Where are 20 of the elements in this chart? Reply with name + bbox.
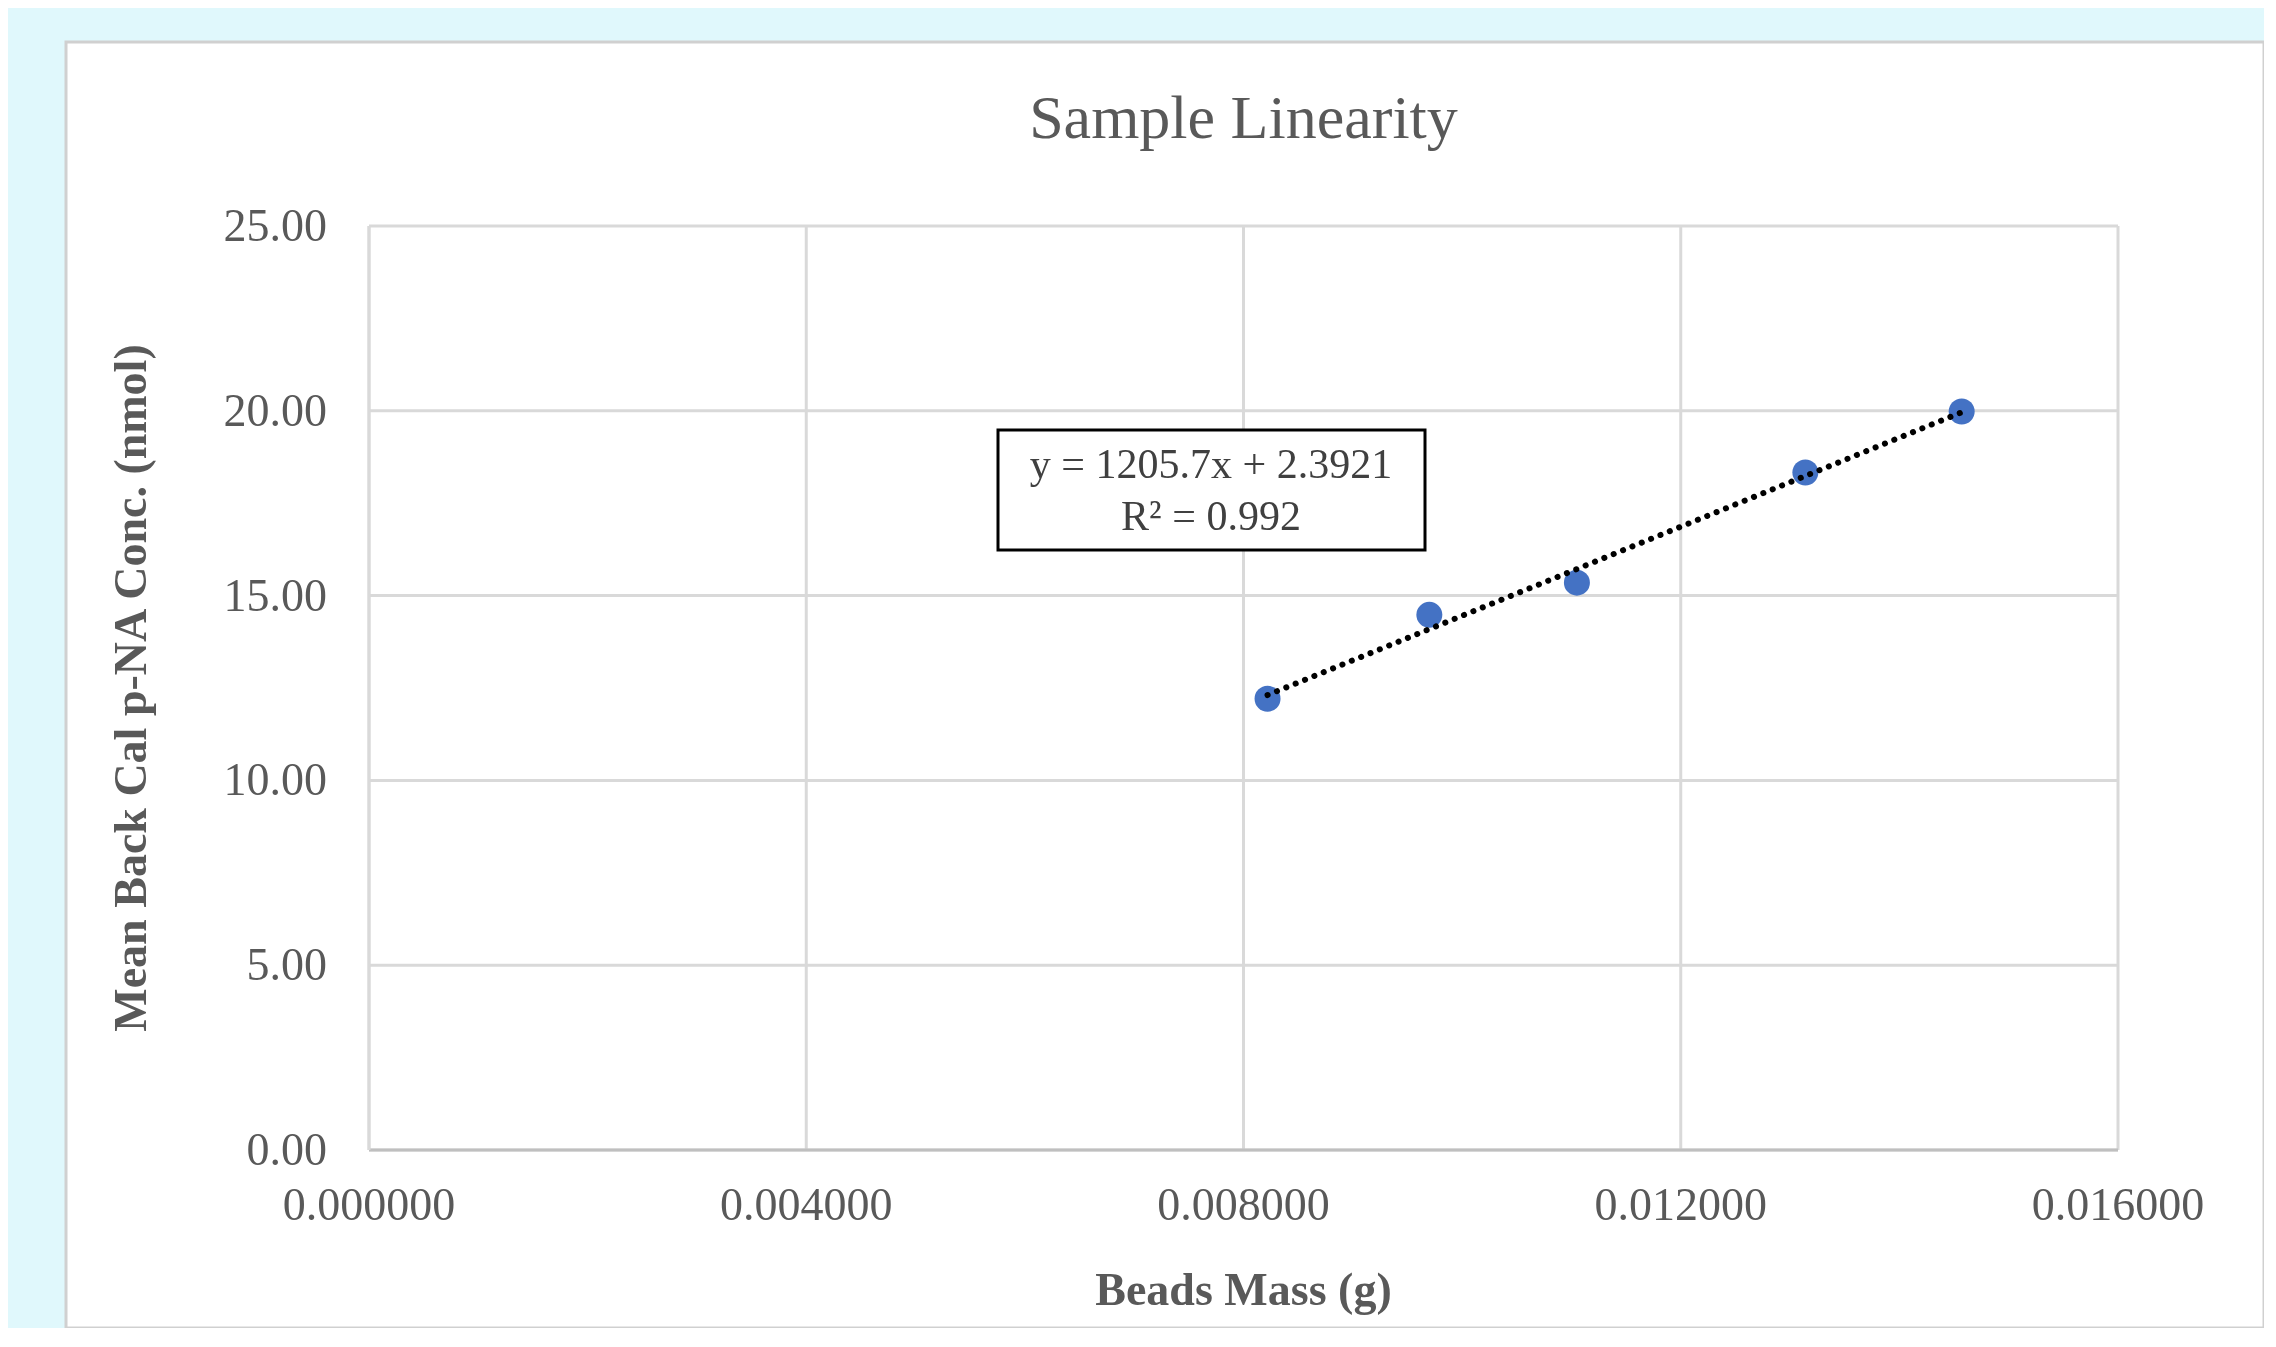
x-tick-label: 0.008000 [1157, 1179, 1330, 1230]
chart-title: Sample Linearity [1029, 83, 1458, 151]
point [1948, 398, 1975, 425]
y-tick-label: 5.00 [246, 939, 327, 991]
y-tick-label: 0.00 [246, 1124, 327, 1175]
x-axis-title: Beads Mass (g) [1095, 1264, 1392, 1315]
x-tick-label: 0.016000 [2031, 1179, 2205, 1230]
point [1254, 685, 1281, 712]
y-tick-label: 10.00 [223, 754, 327, 806]
y-tick-label: 25.00 [223, 200, 327, 251]
x-tick-label: 0.004000 [720, 1179, 893, 1230]
annotation: R² = 0.992 [1121, 493, 1301, 539]
x-tick-label: 0.000000 [282, 1179, 456, 1230]
point [1563, 569, 1590, 596]
point [1416, 601, 1443, 628]
y-tick-label: 15.00 [223, 569, 327, 621]
x-tick-label: 0.012000 [1594, 1179, 1767, 1230]
y-tick-label: 20.00 [223, 384, 327, 436]
y-axis-title: Mean Back Cal p-NA Conc. (nmol) [105, 344, 156, 1032]
annotation: y = 1205.7x + 2.3921 [1029, 441, 1393, 487]
